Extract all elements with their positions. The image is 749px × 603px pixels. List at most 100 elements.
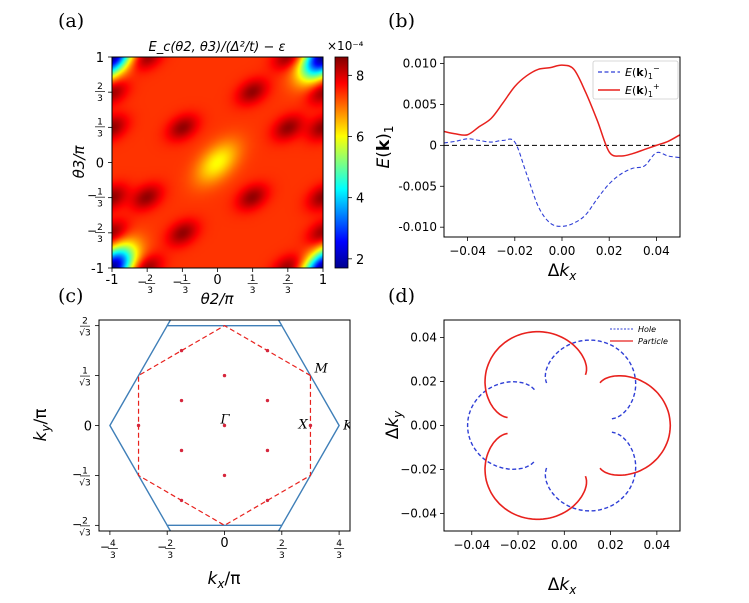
panel-a-ylabel: θ3/π (70, 145, 88, 179)
b-xtick-label: 0.02 (596, 244, 623, 258)
d-xtick-label: −0.02 (500, 538, 537, 552)
a-xtick-label: 1 (319, 273, 327, 288)
panel-b-xlabel: Δkx (548, 261, 578, 283)
a-xtick-label: 13 (247, 274, 258, 296)
a-xtick-label-den: 3 (182, 286, 188, 296)
k-point (179, 448, 184, 453)
k-point (222, 473, 227, 478)
c-xtick-label: 43 (334, 539, 345, 561)
a-ytick-label: 0 (96, 157, 104, 172)
panel-b-letter: (b) (388, 10, 415, 32)
colorbar-exponent: ×10⁻⁴ (327, 39, 364, 53)
k-point (179, 348, 184, 353)
c-xtick-label: 23 (276, 539, 287, 561)
particle-pocket-lobe (599, 375, 672, 476)
point-label-X: X (297, 418, 308, 433)
a-ytick-label: 1 (96, 51, 104, 66)
d-xtick-label: −0.04 (453, 538, 490, 552)
c-ytick-label: 0 (84, 420, 92, 435)
bz-outer-edge-extension (277, 320, 283, 326)
c-xtick-label-num: 2 (167, 539, 173, 549)
a-ytick-label: -1 (91, 262, 104, 277)
panel-a-title: E_c(θ2, θ3)/(Δ²/t) − ε (148, 40, 285, 55)
bz-outer-edge-extension (277, 525, 283, 531)
c-xtick-label-den: 3 (336, 551, 342, 561)
d-ytick-label: −0.02 (400, 462, 437, 476)
c-xtick-label-den: 3 (167, 551, 173, 561)
a-ytick-label: −2 3 (87, 223, 105, 245)
a-xtick-label: 23 (282, 274, 293, 296)
particle-pocket-lobe (484, 330, 588, 419)
colorbar-tick-label: 6 (356, 131, 364, 146)
b-xtick-label: 0.00 (549, 244, 576, 258)
c-ytick-label-num: 1 (82, 466, 88, 476)
d-ytick-label: 0.04 (410, 331, 437, 345)
hole-pocket-lobe (544, 431, 637, 512)
point-label-K: K (342, 419, 354, 434)
a-ytick-label-sign: − (87, 224, 97, 238)
a-xtick-label-den: 3 (285, 286, 291, 296)
d-ytick-label: 0.02 (410, 375, 437, 389)
b-ytick-label: 0.005 (403, 97, 437, 111)
series-plus-line (444, 64, 680, 157)
a-ytick-label-num: 2 (97, 82, 103, 92)
c-ytick-label-den: √3 (79, 378, 90, 389)
panel-d-frame (443, 319, 681, 532)
a-xtick-label: -1 (106, 273, 119, 288)
panel-d-xlabel: Δkx (548, 575, 578, 597)
a-ytick-label-den: 3 (97, 200, 103, 210)
k-point (265, 448, 270, 453)
a-xtick-label-num: 2 (147, 274, 153, 284)
a-xtick-label-den: 3 (250, 286, 256, 296)
c-ytick-label-den: √3 (79, 527, 90, 538)
b-xtick-label: −0.04 (449, 244, 486, 258)
panel-c-ylabel: ky/π (31, 409, 53, 442)
a-ytick-label: −1 3 (87, 188, 105, 210)
panel-d-letter: (d) (388, 285, 415, 307)
c-ytick-label-num: 2 (82, 317, 88, 327)
panel-a: (a) E_c(θ2, θ3)/(Δ²/t) − ε -1−23− 130 1323… (58, 10, 364, 308)
panel-b: (b) −0.04 −0.02 0.00 0.02 0.04 0.010 0.005 0 -0.… (374, 10, 681, 283)
k-point (179, 398, 184, 403)
a-xtick-label-num: 2 (285, 274, 291, 284)
point-label-Γ: Γ (220, 413, 231, 428)
a-ytick-label: 13 (95, 117, 105, 139)
point-label-M: M (313, 362, 328, 377)
panel-a-xlabel: θ2/π (201, 290, 235, 308)
colorbar-tick-label: 8 (356, 69, 364, 84)
c-xtick-label-num: 4 (110, 539, 116, 549)
c-ytick-label-num: 1 (82, 367, 88, 377)
k-point (222, 373, 227, 378)
a-ytick-label-num: 1 (97, 188, 103, 198)
c-xtick-label: −2 3 (157, 539, 176, 561)
c-xtick-label-sign: − (157, 540, 167, 554)
c-ytick-label-den: √3 (79, 328, 90, 339)
a-xtick-label-sign: − (137, 275, 147, 289)
bz-inner-hexagon (137, 324, 312, 527)
legend-hole-label: Hole (638, 325, 656, 334)
colorbar-tick-label: 2 (356, 253, 364, 268)
a-xtick-label-num: 1 (182, 274, 188, 284)
k-point (136, 423, 141, 428)
b-xtick-label: 0.04 (643, 244, 670, 258)
a-xtick-label: −2 3 (137, 274, 156, 296)
d-xtick-label: 0.02 (597, 538, 624, 552)
series-minus-line (444, 138, 680, 227)
a-ytick-label-num: 2 (97, 223, 103, 233)
a-ytick-label-den: 3 (97, 94, 103, 104)
d-xtick-label: 0.00 (551, 538, 578, 552)
hole-pocket-lobe (466, 380, 535, 471)
a-xtick-label-den: 3 (147, 286, 153, 296)
panel-c-letter: (c) (58, 285, 83, 307)
a-ytick-label-sign: − (87, 189, 97, 203)
c-xtick-label-num: 4 (336, 539, 342, 549)
a-xtick-label-num: 1 (250, 274, 256, 284)
panel-a-letter: (a) (58, 10, 84, 32)
k-point (179, 498, 184, 503)
bz-outer-edge-extension (166, 525, 172, 531)
b-ytick-label: 0.010 (403, 57, 437, 71)
a-xtick-label: 0 (213, 273, 221, 288)
c-ytick-label-sign: − (72, 517, 82, 531)
d-xtick-label: 0.04 (644, 538, 671, 552)
b-ytick-label: 0 (429, 138, 437, 152)
